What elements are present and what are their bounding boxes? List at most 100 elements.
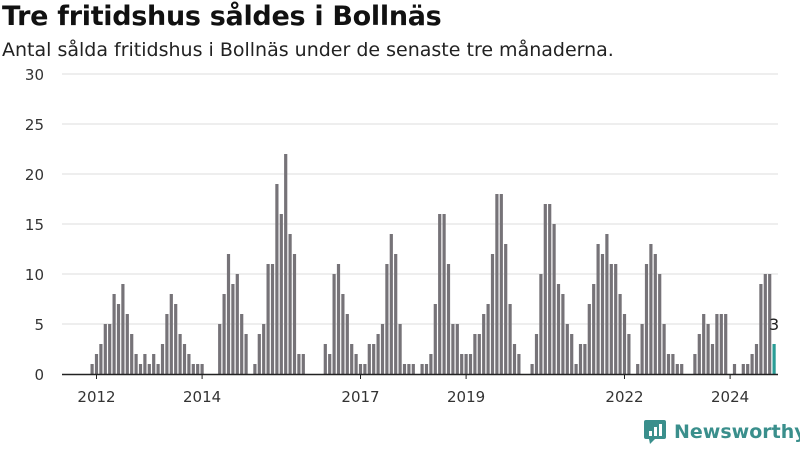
bar	[160, 344, 165, 374]
bar	[389, 234, 393, 374]
bar	[301, 354, 305, 374]
bar	[182, 344, 187, 374]
bar	[530, 364, 534, 374]
bar	[724, 314, 728, 374]
bar	[402, 364, 407, 374]
bar	[336, 264, 341, 374]
bar	[605, 234, 609, 374]
bar	[702, 314, 706, 374]
y-tick-label: 20	[25, 166, 44, 184]
bar	[627, 334, 631, 374]
bar	[486, 304, 490, 374]
bar	[552, 224, 556, 374]
bar	[618, 294, 622, 374]
bar	[231, 284, 235, 374]
bar	[750, 354, 754, 374]
bar	[226, 254, 231, 374]
bar	[94, 354, 99, 374]
bar	[561, 294, 565, 374]
bar	[125, 314, 129, 374]
bar	[200, 364, 204, 374]
bar	[640, 324, 644, 374]
bar	[477, 334, 481, 374]
bar	[363, 364, 367, 374]
bar	[438, 214, 442, 374]
y-tick-label: 15	[25, 216, 44, 234]
bar	[649, 244, 653, 374]
bar	[297, 354, 301, 374]
bar	[90, 364, 94, 374]
bar	[275, 184, 279, 374]
x-tick-label: 2014	[183, 388, 221, 406]
bar	[574, 364, 578, 374]
bar	[499, 194, 503, 374]
bar	[130, 334, 134, 374]
bar	[609, 264, 613, 374]
bar	[103, 324, 107, 374]
bar	[165, 314, 169, 374]
bar	[446, 264, 451, 374]
x-tick-label: 2019	[447, 388, 485, 406]
bar	[222, 294, 226, 374]
bar	[666, 354, 671, 374]
bar	[358, 364, 363, 374]
bar	[482, 314, 486, 374]
bar	[279, 214, 283, 374]
bar	[253, 364, 257, 374]
bar	[473, 334, 477, 374]
bar	[539, 274, 543, 374]
bar	[257, 334, 261, 374]
bar	[292, 254, 297, 374]
bar-highlight	[772, 344, 776, 374]
bar	[429, 354, 433, 374]
bar	[398, 324, 402, 374]
newsworthy-logo: Newsworthy	[644, 420, 800, 444]
x-tick-label: 2017	[341, 388, 379, 406]
bar	[134, 354, 138, 374]
bar	[323, 344, 327, 374]
brand-name: Newsworthy	[674, 421, 800, 443]
bar	[350, 344, 354, 374]
bar	[108, 324, 112, 374]
bar	[565, 324, 569, 374]
bar	[367, 344, 371, 374]
y-tick-label: 0	[34, 366, 44, 384]
bar	[464, 354, 468, 374]
bar	[288, 234, 292, 374]
bar	[587, 304, 591, 374]
bar	[380, 324, 385, 374]
bar	[407, 364, 411, 374]
bar	[262, 324, 266, 374]
bar	[671, 354, 675, 374]
bar	[455, 324, 459, 374]
bar	[768, 274, 772, 374]
bar	[556, 284, 561, 374]
highlight-value-label: 3	[769, 315, 779, 334]
bar	[658, 274, 662, 374]
bar	[614, 264, 618, 374]
bar	[169, 294, 173, 374]
bar	[341, 294, 345, 374]
bar	[754, 344, 759, 374]
bar	[517, 354, 521, 374]
bar	[583, 344, 587, 374]
bar	[596, 244, 600, 374]
bar	[512, 344, 517, 374]
bar	[372, 344, 376, 374]
bar	[116, 304, 121, 374]
bar	[697, 334, 701, 374]
bar	[495, 194, 499, 374]
bar	[746, 364, 750, 374]
bar	[174, 304, 178, 374]
bar	[178, 334, 182, 374]
bar	[693, 354, 697, 374]
bar	[411, 364, 415, 374]
bar	[332, 274, 336, 374]
y-tick-label: 25	[25, 116, 44, 134]
x-tick-label: 2022	[605, 388, 643, 406]
chart-subtitle: Antal sålda fritidshus i Bollnäs under d…	[2, 39, 614, 61]
bar	[763, 274, 767, 374]
bar	[218, 324, 222, 374]
bar	[442, 214, 446, 374]
bar	[534, 334, 539, 374]
